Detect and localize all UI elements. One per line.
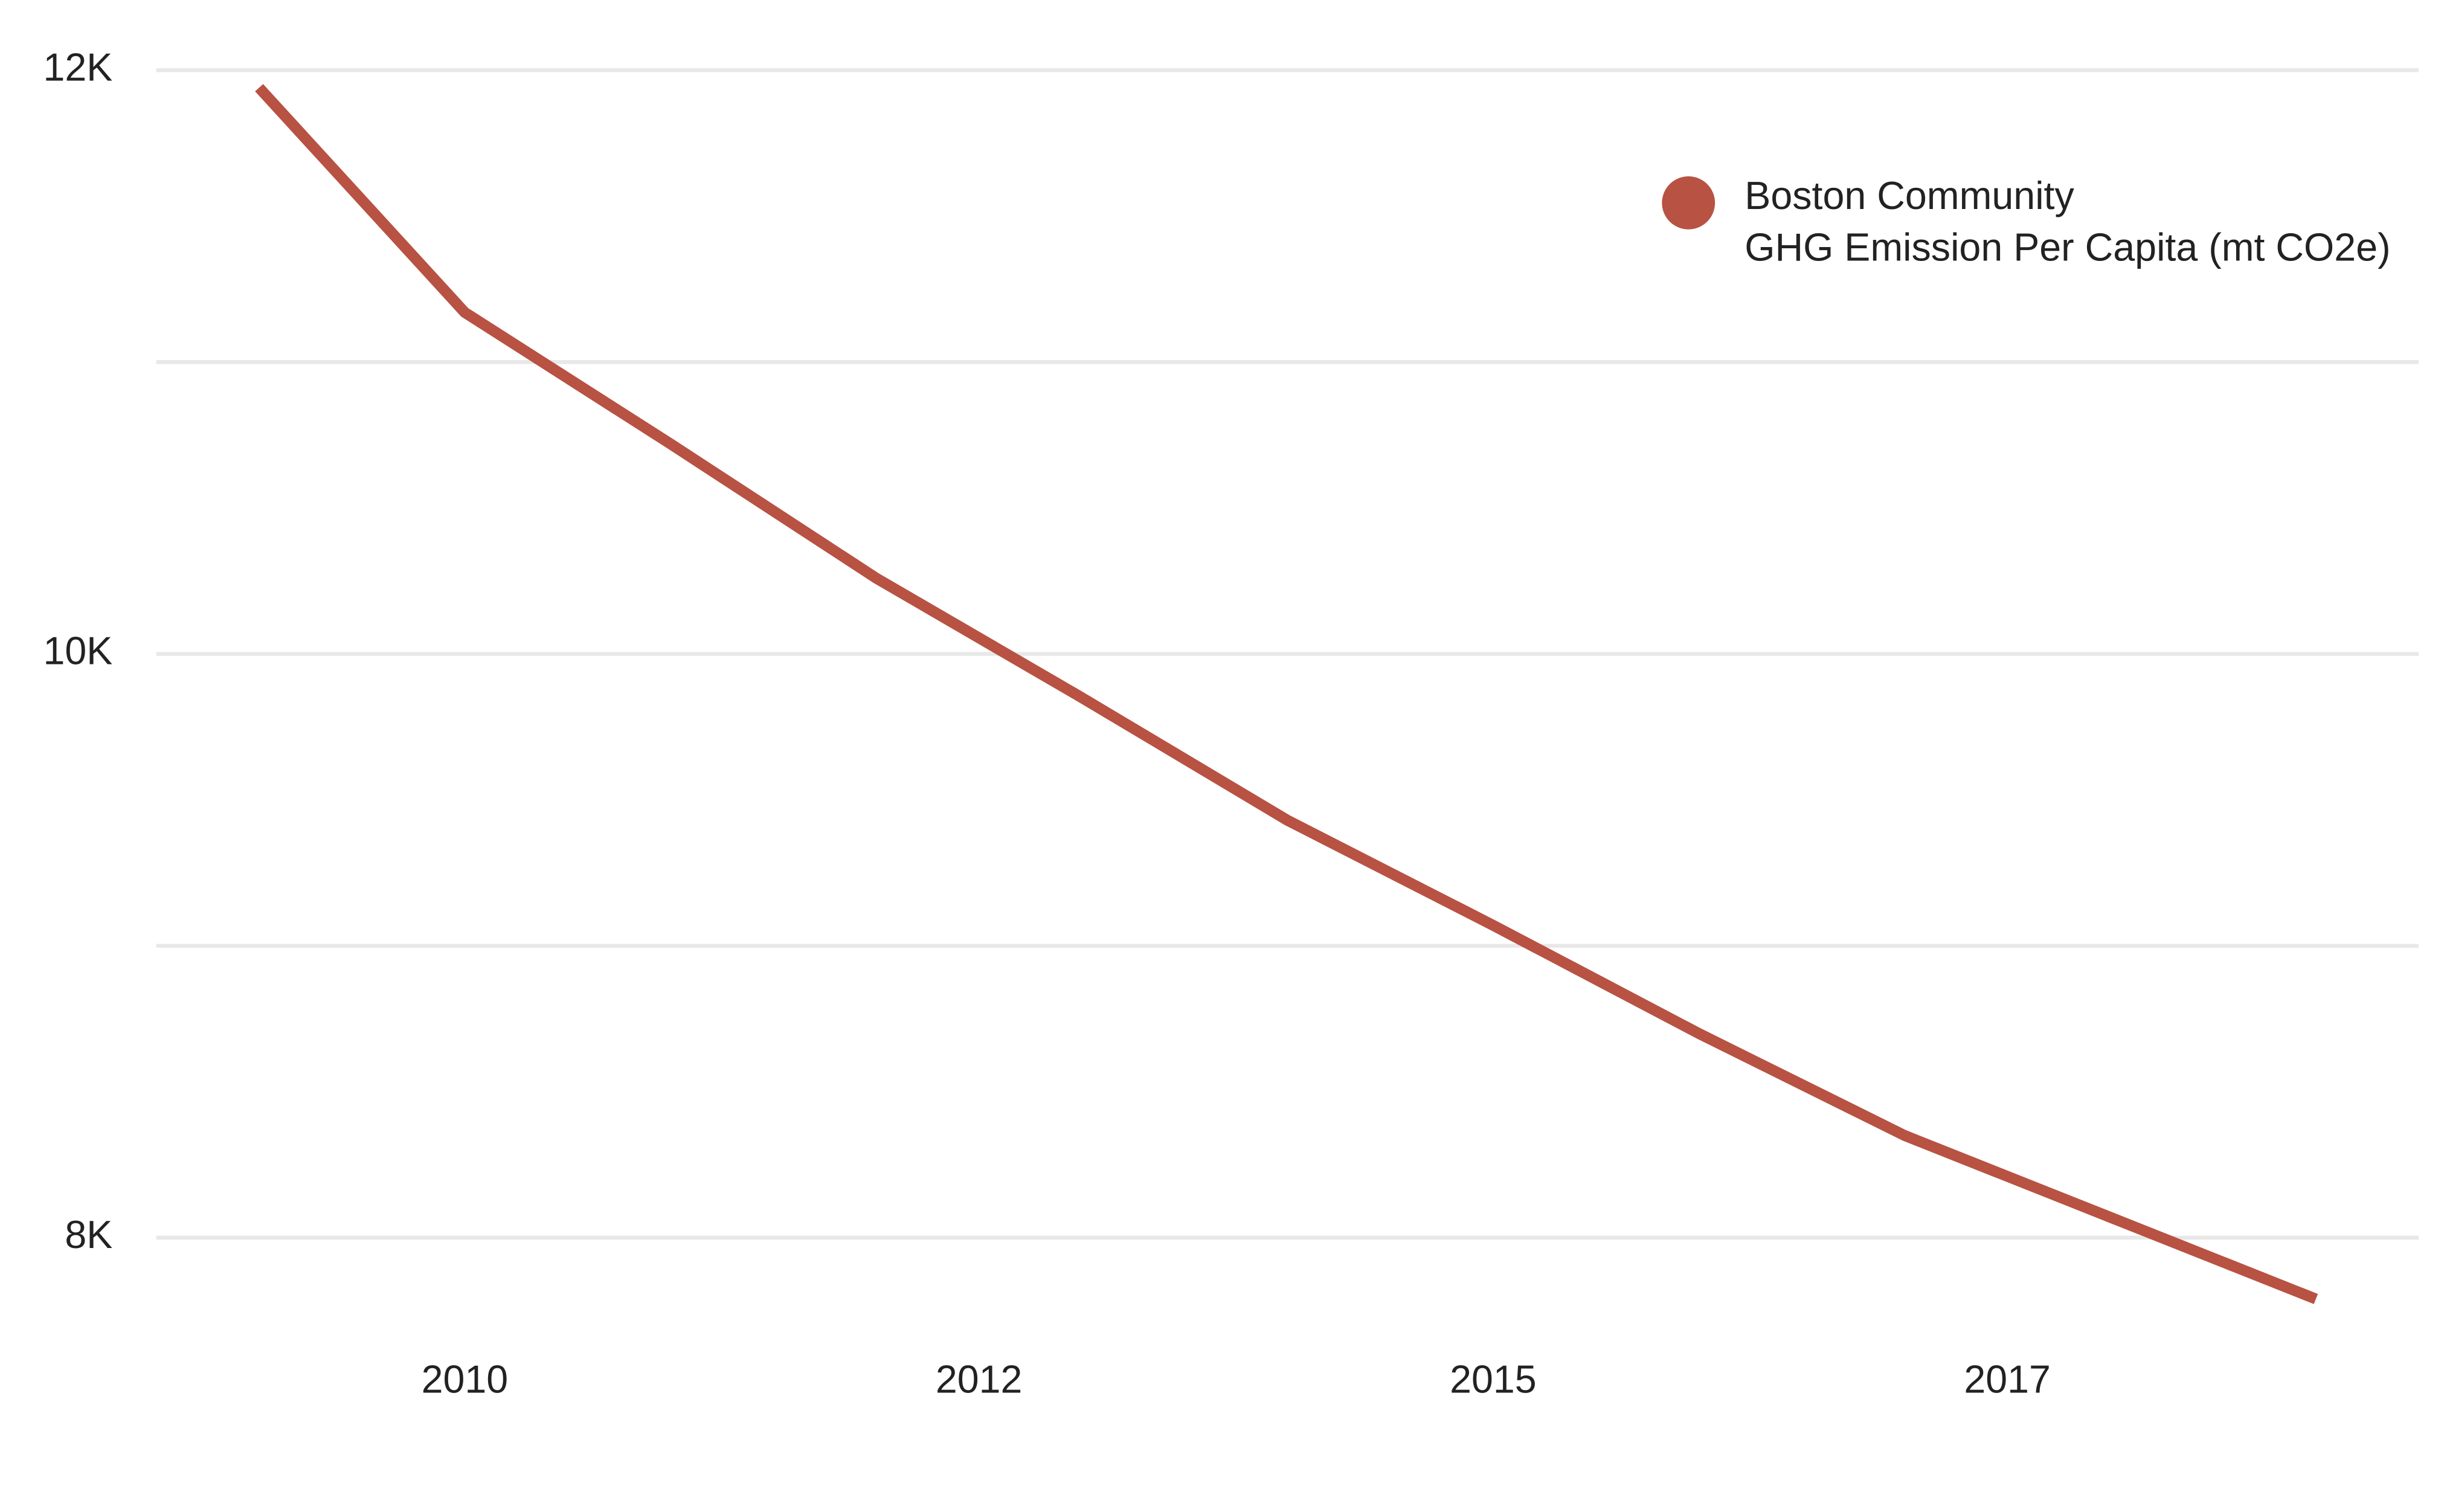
y-tick-label: 10K (43, 629, 112, 673)
y-tick-label: 8K (65, 1213, 112, 1256)
x-tick-label: 2017 (1964, 1358, 2051, 1401)
x-tick-label: 2012 (936, 1358, 1023, 1401)
data-line (255, 84, 2318, 1304)
y-tick-label: 12K (43, 45, 112, 89)
legend-marker (1662, 176, 1715, 230)
x-tick-label: 2015 (1450, 1358, 1537, 1401)
legend-label: Boston Community GHG Emission Per Capita… (1744, 175, 2391, 270)
x-tick-label: 2010 (422, 1358, 509, 1401)
legend-entry: Boston Community GHG Emission Per Capita… (1744, 175, 2391, 270)
